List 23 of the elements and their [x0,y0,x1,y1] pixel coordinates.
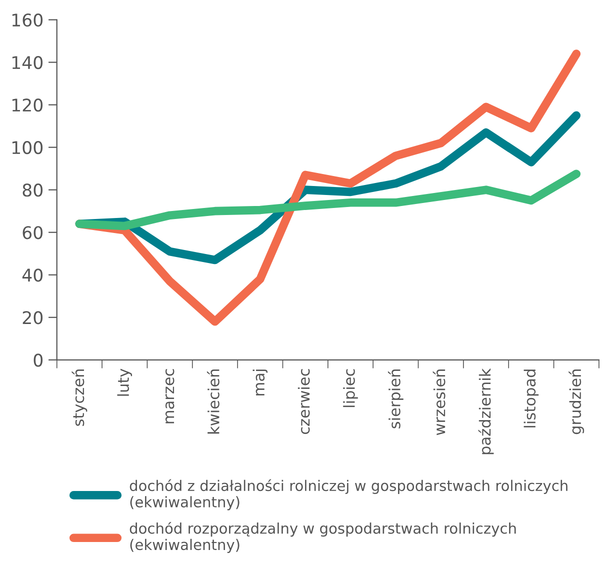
y-tick-label: 80 [22,184,43,197]
y-tick-label: 100 [12,141,43,154]
x-tick-label: grudzień [568,370,584,434]
y-tick-label: 160 [12,13,43,27]
y-tick-label: 120 [12,98,43,112]
y-tick-label: 40 [22,268,43,282]
x-tick-label: marzec [165,369,174,424]
x-tick-label: luty [117,368,132,396]
x-tick-label: lipiec [343,369,358,408]
x-tick-label: październik [478,368,494,454]
x-tick-label: styczeń [72,370,88,426]
legend-label: dochód rozporządzalny w gospodarstwach rolniczych (ekwiwalentny) [130,522,516,553]
y-tick-label: 140 [12,56,43,70]
x-tick-label: maj [252,370,268,396]
y-tick-label: 0 [34,354,43,367]
y-tick-label: 60 [22,226,43,240]
x-tick-label: czerwiec [298,369,310,434]
x-tick-label: sierpień [388,370,404,428]
x-tick-label: kwiecień [206,370,220,434]
y-tick-label: 20 [22,311,43,324]
legend-label: dochód z działalności rolniczej w gospodarstwach rolniczych (ekwiwalentny) [130,479,568,510]
x-tick-label: wrzesień [432,370,446,436]
x-tick-label: listopad [524,370,539,428]
